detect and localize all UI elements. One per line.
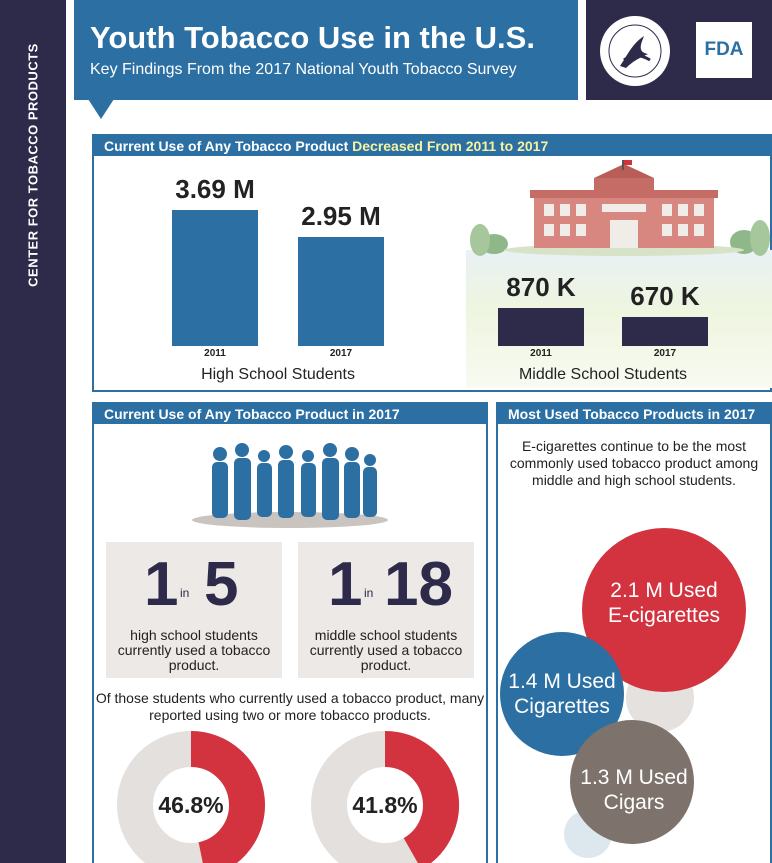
bubble-label-line1: 1.3 M Used (580, 766, 687, 789)
bar-value-ms-2017: 670 K (630, 280, 700, 311)
bar-hs-2011 (172, 210, 258, 346)
bubble-cigarettes (500, 632, 624, 756)
group-label-middle-school: Middle School Students (518, 366, 688, 383)
group-label-high-school: High School Students (201, 366, 355, 383)
bubble-label-line1: 1.4 M Used (508, 670, 615, 693)
donut-value-arc (384, 731, 459, 863)
donut-value-label: 46.8% (158, 792, 223, 818)
ratio-in-label: in (364, 586, 374, 600)
bubble-e-cigarettes (582, 528, 746, 692)
ratio-in-label: in (180, 586, 190, 600)
trend-heading: Current Use of Any Tobacco Product Decre… (94, 136, 770, 156)
bar-year-hs-2017: 2017 (329, 348, 353, 359)
most-used-heading: Most Used Tobacco Products in 2017 (498, 404, 770, 424)
bubble-chart: 2.1 M Used E-cigarettes 1.4 M Used Cigar… (500, 528, 746, 858)
school-building-icon (470, 160, 770, 256)
bubble-label-line2: E-cigarettes (608, 604, 720, 627)
donut-value-arc (190, 731, 265, 863)
donut-middle-school: 41.8% (311, 731, 459, 863)
bar-year-ms-2017: 2017 (653, 348, 677, 359)
current-use-panel: Current Use of Any Tobacco Product in 20… (92, 402, 488, 863)
ratio-box-high-school: 1 in 5 high school students currently us… (106, 542, 282, 678)
multi-product-note: Of those students who currently used a t… (95, 690, 485, 723)
trend-heading-prefix: Current Use of Any Tobacco Product (104, 138, 353, 154)
bar-value-ms-2011: 870 K (506, 272, 576, 302)
banner-pointer (88, 99, 114, 119)
bar-year-ms-2011: 2011 (530, 348, 552, 359)
hhs-seal-icon (600, 16, 670, 86)
logo-area: FDA (586, 0, 772, 100)
trend-heading-highlight: Decreased From 2011 to 2017 (352, 138, 549, 154)
trend-panel: Current Use of Any Tobacco Product Decre… (92, 134, 772, 392)
ratio-numerator: 1 (144, 550, 179, 619)
fda-logo: FDA (696, 22, 752, 78)
header-banner: Youth Tobacco Use in the U.S. Key Findin… (74, 0, 578, 100)
page-title: Youth Tobacco Use in the U.S. (90, 20, 535, 55)
bubble-cigars (570, 720, 694, 844)
ratio-description: middle school students currently used a … (309, 627, 463, 673)
most-used-panel: Most Used Tobacco Products in 2017 E-cig… (496, 402, 772, 863)
ratio-numerator: 1 (328, 550, 363, 619)
donut-value-label: 41.8% (352, 792, 417, 818)
most-used-description: E-cigarettes continue to be the most com… (509, 438, 759, 488)
current-use-heading: Current Use of Any Tobacco Product in 20… (94, 404, 486, 424)
ratio-denominator: 18 (384, 550, 453, 619)
students-crowd-icon (192, 443, 388, 528)
page-subtitle: Key Findings From the 2017 National Yout… (90, 61, 517, 78)
ratio-denominator: 5 (204, 550, 239, 619)
donut-high-school: 46.8% (117, 731, 265, 863)
fda-logo-text: FDA (704, 39, 744, 60)
sidebar-label: CENTER FOR TOBACCO PRODUCTS (25, 43, 41, 287)
bar-value-hs-2011: 3.69 M (175, 174, 255, 204)
ratio-box-middle-school: 1 in 18 middle school students currently… (298, 542, 474, 678)
bubble-label-line2: Cigars (604, 791, 665, 814)
ratio-description: high school students currently used a to… (117, 627, 271, 673)
bar-hs-2017 (298, 237, 384, 346)
bar-ms-2017 (622, 316, 708, 346)
bubble-label-line1: 2.1 M Used (610, 579, 717, 602)
sidebar: CENTER FOR TOBACCO PRODUCTS (0, 0, 66, 863)
bar-year-hs-2011: 2011 (204, 348, 226, 359)
bar-value-hs-2017: 2.95 M (301, 201, 381, 232)
bubble-label-line2: Cigarettes (514, 695, 610, 718)
bar-ms-2011 (498, 308, 584, 346)
